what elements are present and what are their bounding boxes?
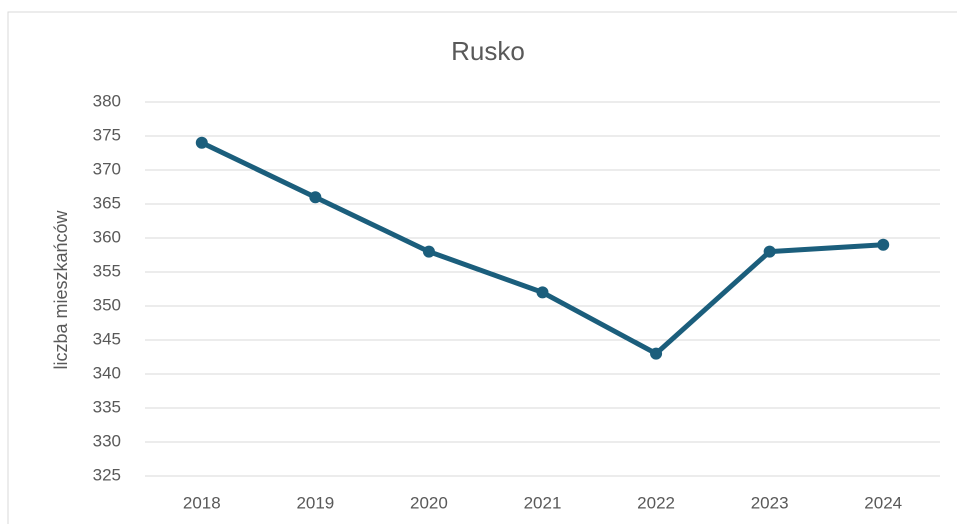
point	[650, 347, 663, 360]
y-axis-label: liczba mieszkańców	[51, 209, 71, 369]
x-tick-label: 2019	[296, 493, 334, 512]
x-tick-label: 2022	[637, 493, 675, 512]
y-tick-label: 340	[93, 363, 121, 382]
point	[195, 136, 208, 149]
y-tick-label: 365	[93, 193, 121, 212]
y-tick-label: 350	[93, 295, 121, 314]
y-tick-label: 330	[93, 431, 121, 450]
chart-frame	[7, 11, 957, 529]
y-tick-label: 375	[93, 125, 121, 144]
point	[877, 238, 890, 251]
point	[536, 286, 549, 299]
y-tick-label: 355	[93, 261, 121, 280]
y-tick-label: 325	[93, 465, 121, 484]
x-tick-label: 2021	[524, 493, 562, 512]
x-tick-label: 2018	[183, 493, 221, 512]
point	[763, 245, 776, 258]
y-tick-label: 335	[93, 397, 121, 416]
y-tick-label: 380	[93, 91, 121, 110]
chart-title: Rusko	[451, 36, 525, 66]
y-tick-label: 360	[93, 227, 121, 246]
point	[422, 245, 435, 258]
x-tick-label: 2023	[751, 493, 789, 512]
x-tick-label: 2024	[864, 493, 902, 512]
y-tick-label: 345	[93, 329, 121, 348]
y-tick-label: 370	[93, 159, 121, 178]
x-tick-label: 2020	[410, 493, 448, 512]
point	[309, 191, 322, 204]
